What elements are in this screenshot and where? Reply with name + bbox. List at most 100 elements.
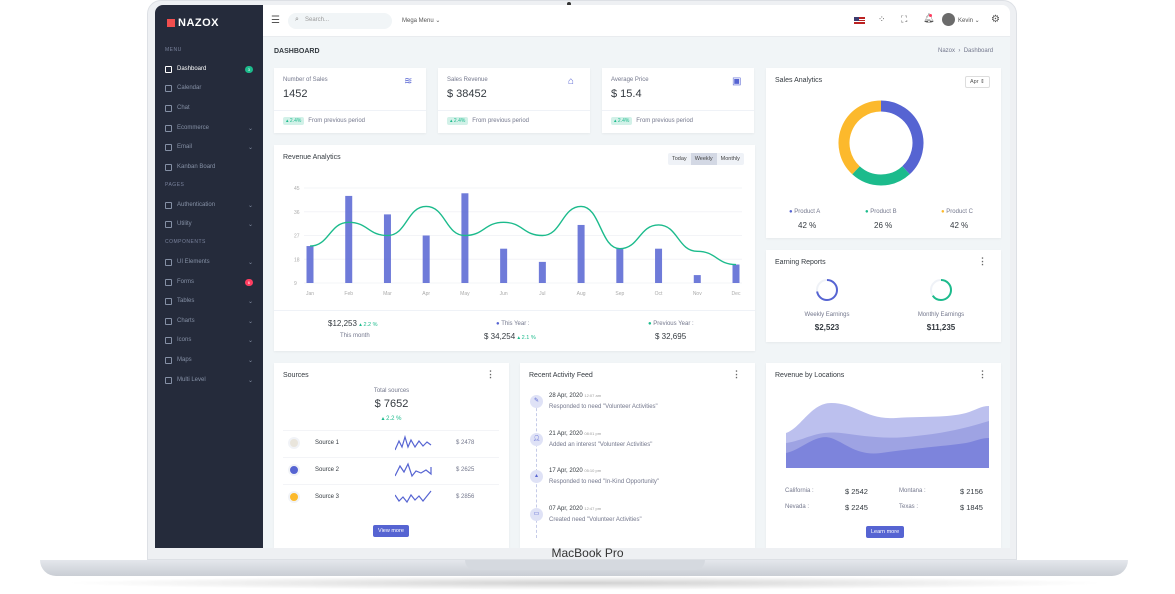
- x-tick-label: Dec: [732, 291, 741, 297]
- mega-menu-label: Mega Menu: [402, 18, 434, 24]
- flag-icon[interactable]: [854, 17, 865, 24]
- bar-oct: [655, 248, 663, 283]
- locations-area-chart: [786, 403, 989, 468]
- search-input[interactable]: ⌕ Search...: [288, 13, 392, 29]
- email-icon: [165, 143, 172, 151]
- activity-icon: ▭: [530, 507, 543, 521]
- sidebar-item-charts[interactable]: Charts ⌄: [165, 314, 253, 328]
- topbar: ☰ ⌕ Search... Mega Menu ⌄ ⁘ ⛶ 🔔︎ Kevin ⌄…: [263, 5, 1010, 37]
- bar-mar: [383, 214, 391, 283]
- chevron-down-icon: ⌄: [247, 259, 253, 266]
- more-options-icon[interactable]: ⋮: [978, 369, 987, 379]
- icons-icon: [165, 336, 172, 344]
- sidebar-item-utility[interactable]: Utility ⌄: [165, 217, 253, 231]
- tab-monthly[interactable]: Monthly: [720, 156, 740, 162]
- fullscreen-icon[interactable]: ⛶: [901, 14, 908, 24]
- this-month-label: This month: [340, 333, 370, 339]
- sidebar-item-label: Maps: [177, 357, 192, 363]
- sources-card: Sources ⋮ Total sources $ 7652 ▴ 2.2 % V…: [274, 363, 509, 548]
- calendar-icon: [165, 84, 172, 92]
- sidebar-item-label: Forms: [177, 279, 194, 285]
- ring-fill: [930, 279, 952, 301]
- bell-icon[interactable]: 🔔︎: [923, 13, 935, 23]
- change-badge: ▴ 2.4%: [283, 117, 305, 125]
- divider: [283, 430, 499, 431]
- learn-more-button[interactable]: Learn more: [866, 526, 905, 538]
- legend-item: ● Product B: [865, 209, 897, 215]
- revenue-analytics-card: Revenue Analytics Today Weekly Monthly 9 18…: [274, 145, 755, 351]
- sidebar-item-authentication[interactable]: Authentication ⌄: [165, 198, 253, 212]
- sidebar-item-email[interactable]: Email ⌄: [165, 140, 253, 154]
- tab-weekly[interactable]: Weekly: [690, 153, 717, 165]
- bar-feb: [345, 195, 353, 283]
- sidebar-item-chat[interactable]: Chat: [165, 101, 253, 115]
- more-options-icon[interactable]: ⋮: [978, 256, 987, 266]
- sidebar-item-dashboard[interactable]: Dashboard 3: [165, 62, 253, 76]
- chevron-down-icon: ⌄: [247, 318, 253, 325]
- stat-label: Average Price: [611, 77, 649, 83]
- x-tick-label: Jan: [306, 291, 314, 297]
- stat-value: $ 38452: [447, 88, 487, 100]
- source-icon: [288, 491, 300, 503]
- donut-chart: [838, 100, 924, 186]
- x-tick-label: Feb: [344, 291, 353, 297]
- ring-fill: [816, 279, 838, 301]
- divider: [283, 484, 499, 485]
- activity-text: Added an interest "Volunteer Activities": [549, 441, 653, 448]
- ui-elements-icon: [165, 258, 172, 266]
- kanban-board-icon: [165, 163, 172, 171]
- month-select[interactable]: Apr ⇕: [965, 76, 990, 88]
- sidebar-item-label: Multi Level: [177, 377, 206, 383]
- change-note: From previous period: [472, 118, 529, 124]
- user-menu[interactable]: Kevin ⌄: [958, 18, 980, 24]
- activity-time: 12:07 am: [584, 393, 602, 398]
- settings-gear-icon[interactable]: ⚙: [991, 14, 1000, 25]
- sidebar-item-calendar[interactable]: Calendar: [165, 81, 253, 95]
- bar-may: [461, 193, 469, 283]
- camera: [567, 2, 571, 6]
- breadcrumb-item[interactable]: Nazox: [938, 48, 956, 54]
- x-tick-label: May: [460, 291, 470, 297]
- mega-menu[interactable]: Mega Menu ⌄: [402, 18, 441, 24]
- sidebar-badge: 3: [244, 65, 253, 73]
- source-name: Source 1: [315, 440, 340, 446]
- sidebar-item-kanban-board[interactable]: Kanban Board: [165, 160, 253, 174]
- activity-text: Created need "Volunteer Activities": [549, 516, 642, 523]
- activity-date: 17 Apr, 2020 05:10 pm: [549, 468, 601, 474]
- sidebar-item-ecommerce[interactable]: Ecommerce ⌄: [165, 121, 253, 135]
- sidebar-item-tables[interactable]: Tables ⌄: [165, 294, 253, 308]
- view-more-button[interactable]: View more: [373, 525, 409, 537]
- sidebar-item-label: Tables: [177, 298, 195, 304]
- more-options-icon[interactable]: ⋮: [486, 369, 495, 379]
- donut-slice-product-a: [880, 100, 924, 175]
- device-label: MacBook Pro: [551, 546, 624, 560]
- divider: [283, 457, 499, 458]
- legend-value: 42 %: [950, 221, 969, 230]
- more-options-icon[interactable]: ⋮: [732, 369, 741, 379]
- area-layer-3: [786, 437, 989, 468]
- sidebar-item-ui-elements[interactable]: UI Elements ⌄: [165, 255, 253, 269]
- stat-value: $ 15.4: [611, 88, 642, 100]
- y-tick-label: 45: [294, 186, 300, 192]
- avatar[interactable]: [942, 13, 955, 26]
- card-title: Sales Analytics: [775, 77, 823, 84]
- y-tick-label: 27: [294, 234, 300, 240]
- source-name: Source 2: [315, 467, 340, 473]
- total-sources-value: $ 7652: [374, 398, 409, 410]
- menu-toggle-icon[interactable]: ☰: [271, 15, 280, 26]
- source-icon: [288, 464, 300, 476]
- sparkline-path: [395, 462, 432, 478]
- sidebar-item-maps[interactable]: Maps ⌄: [165, 353, 253, 367]
- sidebar-item-label: Authentication: [177, 202, 216, 208]
- tab-today[interactable]: Today: [672, 156, 687, 162]
- sidebar-item-icons[interactable]: Icons ⌄: [165, 333, 253, 347]
- this-month-value: $12,253 ▴ 2.2 %: [328, 319, 378, 328]
- source-name: Source 3: [315, 494, 340, 500]
- activity-text: Responded to need "In-Kind Opportunity": [549, 479, 659, 485]
- period-tabs: Today Weekly Monthly: [668, 153, 744, 165]
- sidebar-item-multi-level[interactable]: Multi Level ⌄: [165, 373, 253, 387]
- apps-icon[interactable]: ⁘: [878, 14, 886, 24]
- logo[interactable]: NAZOX: [167, 17, 219, 29]
- legend-label: Product B: [870, 209, 897, 215]
- sidebar-item-forms[interactable]: Forms 6: [165, 275, 253, 289]
